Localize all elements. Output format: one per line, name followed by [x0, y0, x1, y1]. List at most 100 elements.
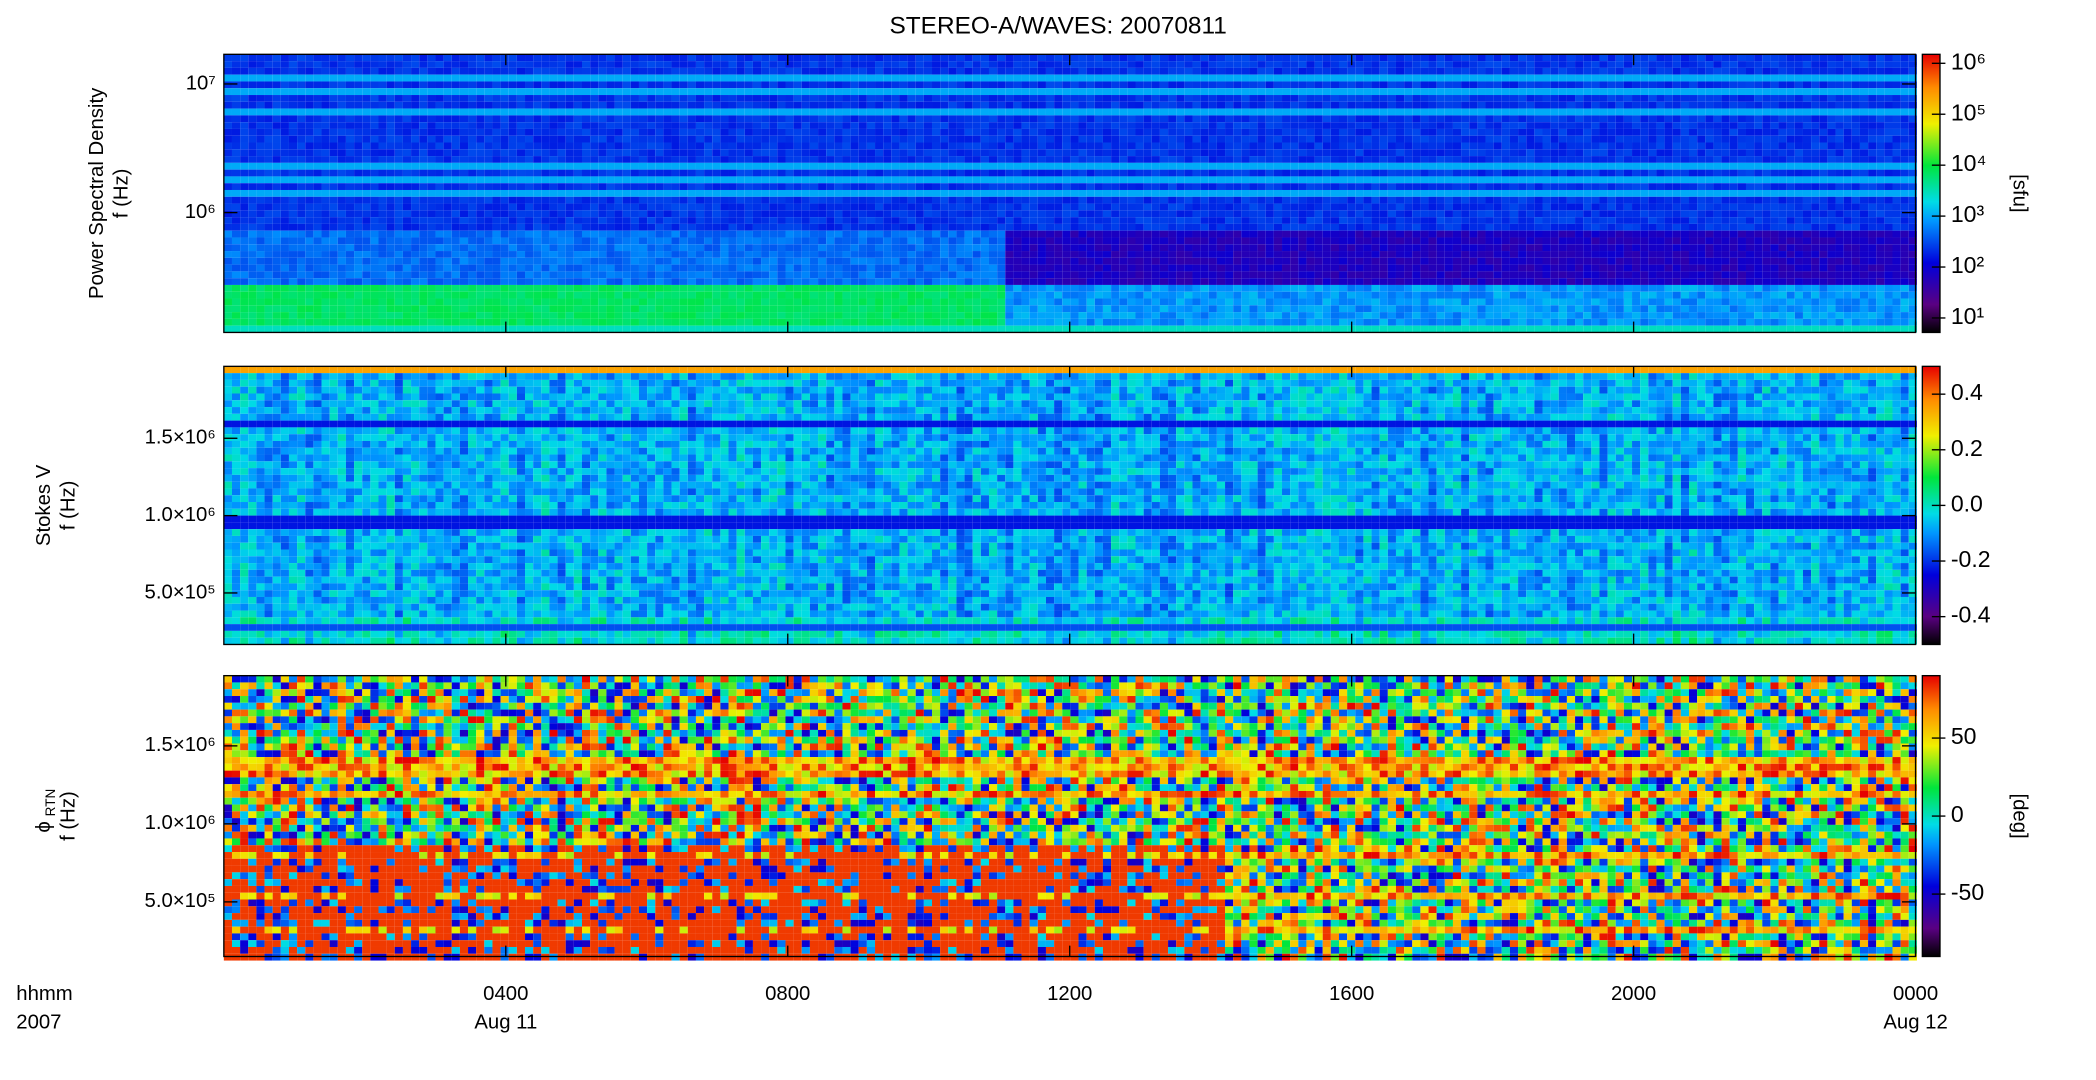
spectrogram-cell — [1852, 149, 1860, 156]
spectrogram-cell — [1477, 204, 1485, 211]
spectrogram-cell — [1502, 156, 1510, 163]
spectrogram-cell — [981, 95, 989, 102]
spectrogram-cell — [297, 95, 305, 102]
spectrogram-cell — [1323, 122, 1331, 129]
spectrogram-cell — [1469, 122, 1477, 129]
spectrogram-cell — [281, 95, 289, 102]
spectrogram-cell — [1795, 88, 1803, 95]
spectrogram-cell — [794, 183, 802, 190]
spectrogram-cell — [1217, 109, 1225, 116]
spectrogram-cell — [818, 88, 826, 95]
spectrogram-cell — [802, 163, 810, 170]
spectrogram-cell — [851, 197, 859, 204]
spectrogram-cell — [1844, 190, 1852, 197]
spectrogram-cell — [785, 183, 793, 190]
spectrogram-cell — [875, 75, 883, 82]
spectrogram-cell — [1469, 109, 1477, 116]
spectrogram-cell — [615, 122, 623, 129]
spectrogram-cell — [688, 81, 696, 88]
spectrogram-cell — [1624, 109, 1632, 116]
spectrogram-cell — [1770, 109, 1778, 116]
spectrogram-cell — [1551, 183, 1559, 190]
spectrogram-cell — [1486, 197, 1494, 204]
spectrogram-cell — [419, 136, 427, 143]
spectrogram-cell — [395, 122, 403, 129]
spectrogram-cell — [631, 54, 639, 61]
spectrogram-cell — [1046, 190, 1054, 197]
spectrogram-cell — [1461, 136, 1469, 143]
spectrogram-cell — [558, 170, 566, 177]
spectrogram-cell — [753, 190, 761, 197]
spectrogram-cell — [460, 156, 468, 163]
spectrogram-cell — [265, 170, 273, 177]
spectrogram-cell — [1770, 204, 1778, 211]
spectrogram-cell — [1038, 197, 1046, 204]
spectrogram-cell — [1282, 149, 1290, 156]
spectrogram-cell — [965, 170, 973, 177]
spectrogram-cell — [1836, 68, 1844, 75]
spectrogram-cell — [908, 129, 916, 136]
spectrogram-cell — [1306, 115, 1314, 122]
spectrogram-cell — [313, 68, 321, 75]
spectrogram-cell — [379, 68, 387, 75]
spectrogram-cell — [720, 68, 728, 75]
spectrogram-cell — [492, 156, 500, 163]
spectrogram-cell — [476, 143, 484, 150]
spectrogram-cell — [1893, 156, 1901, 163]
spectrogram-cell — [1811, 176, 1819, 183]
spectrogram-cell — [826, 210, 834, 217]
spectrogram-cell — [655, 81, 663, 88]
spectrogram-cell — [1323, 163, 1331, 170]
spectrogram-cell — [338, 136, 346, 143]
spectrogram-cell — [1648, 129, 1656, 136]
spectrogram-cell — [1331, 197, 1339, 204]
spectrogram-cell — [273, 163, 281, 170]
spectrogram-cell — [444, 95, 452, 102]
spectrogram-cell — [1477, 143, 1485, 150]
spectrogram-cell — [1054, 115, 1062, 122]
spectrogram-cell — [289, 143, 297, 150]
spectrogram-cell — [289, 95, 297, 102]
spectrogram-cell — [1453, 122, 1461, 129]
spectrogram-cell — [1770, 183, 1778, 190]
spectrogram-cell — [517, 163, 525, 170]
spectrogram-cell — [1339, 95, 1347, 102]
spectrogram-cell — [1184, 88, 1192, 95]
spectrogram-cell — [574, 156, 582, 163]
spectrogram-cell — [802, 176, 810, 183]
spectrogram-cell — [1298, 183, 1306, 190]
spectrogram-cell — [940, 61, 948, 68]
spectrogram-cell — [834, 115, 842, 122]
spectrogram-cell — [1249, 54, 1257, 61]
spectrogram-cell — [1363, 204, 1371, 211]
spectrogram-cell — [924, 54, 932, 61]
spectrogram-cell — [273, 61, 281, 68]
spectrogram-cell — [1429, 204, 1437, 211]
spectrogram-cell — [1176, 143, 1184, 150]
spectrogram-cell — [908, 163, 916, 170]
spectrogram-cell — [834, 204, 842, 211]
spectrogram-cell — [1079, 75, 1087, 82]
spectrogram-cell — [932, 149, 940, 156]
spectrogram-cell — [460, 122, 468, 129]
spectrogram-cell — [1868, 88, 1876, 95]
spectrogram-cell — [989, 68, 997, 75]
spectrogram-cell — [1599, 156, 1607, 163]
spectrogram-cell — [1445, 88, 1453, 95]
spectrogram-cell — [590, 109, 598, 116]
spectrogram-cell — [1445, 102, 1453, 109]
spectrogram-cell — [1241, 210, 1249, 217]
spectrogram-cell — [883, 129, 891, 136]
spectrogram-cell — [1372, 129, 1380, 136]
spectrogram-cell — [1884, 68, 1892, 75]
spectrogram-cell — [387, 81, 395, 88]
spectrogram-cell — [965, 81, 973, 88]
spectrogram-cell — [427, 68, 435, 75]
spectrogram-cell — [1087, 190, 1095, 197]
spectrogram-cell — [452, 210, 460, 217]
spectrogram-cell — [737, 170, 745, 177]
spectrogram-cell — [1160, 176, 1168, 183]
spectrogram-cell — [1689, 210, 1697, 217]
spectrogram-cell — [1241, 61, 1249, 68]
spectrogram-cell — [794, 156, 802, 163]
